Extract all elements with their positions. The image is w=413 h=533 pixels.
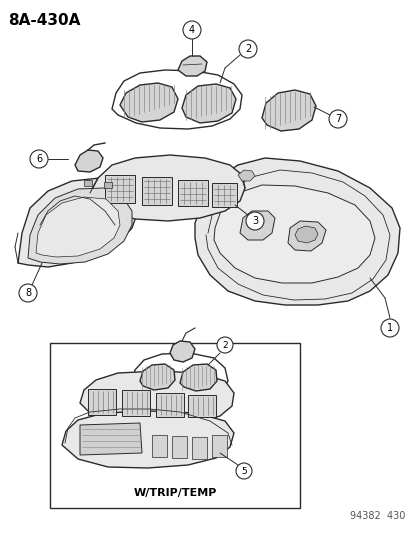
Polygon shape [88, 389, 116, 415]
Polygon shape [80, 423, 142, 455]
Text: 2: 2 [222, 341, 227, 350]
Circle shape [328, 110, 346, 128]
Text: 8A-430A: 8A-430A [8, 13, 80, 28]
Circle shape [235, 463, 252, 479]
Text: 7: 7 [334, 114, 340, 124]
Polygon shape [75, 150, 103, 172]
Polygon shape [214, 185, 374, 283]
Circle shape [19, 284, 37, 302]
Polygon shape [237, 170, 254, 181]
Bar [50, 343, 299, 508]
Text: 3: 3 [252, 216, 257, 226]
Polygon shape [104, 182, 112, 188]
Text: W/TRIP/TEMP: W/TRIP/TEMP [133, 488, 216, 498]
Polygon shape [142, 177, 171, 205]
Polygon shape [105, 175, 135, 203]
Circle shape [245, 212, 263, 230]
Polygon shape [211, 435, 226, 457]
Polygon shape [182, 84, 235, 123]
Polygon shape [152, 435, 166, 457]
Polygon shape [156, 393, 183, 417]
Polygon shape [195, 158, 399, 305]
Polygon shape [240, 211, 274, 240]
Polygon shape [180, 364, 216, 391]
Polygon shape [192, 437, 206, 459]
Polygon shape [122, 390, 150, 416]
Polygon shape [287, 221, 325, 251]
Text: 1: 1 [386, 323, 392, 333]
Polygon shape [261, 90, 315, 131]
Polygon shape [36, 197, 120, 257]
Text: 4: 4 [188, 25, 195, 35]
Circle shape [30, 150, 48, 168]
Polygon shape [178, 180, 207, 206]
Polygon shape [80, 371, 233, 426]
Circle shape [380, 319, 398, 337]
Polygon shape [294, 226, 317, 243]
Text: 94382  430: 94382 430 [349, 511, 404, 521]
Text: 8: 8 [25, 288, 31, 298]
Polygon shape [211, 183, 236, 207]
Polygon shape [171, 436, 187, 458]
Polygon shape [90, 155, 244, 221]
Polygon shape [188, 395, 216, 417]
Polygon shape [84, 180, 92, 186]
Text: 2: 2 [244, 44, 251, 54]
Polygon shape [28, 188, 132, 264]
Circle shape [238, 40, 256, 58]
Polygon shape [18, 178, 138, 267]
Polygon shape [170, 341, 195, 362]
Polygon shape [178, 56, 206, 76]
Circle shape [216, 337, 233, 353]
Polygon shape [62, 411, 233, 468]
Polygon shape [140, 364, 175, 390]
Circle shape [183, 21, 201, 39]
Polygon shape [120, 83, 178, 122]
Text: 5: 5 [240, 466, 246, 475]
Text: 6: 6 [36, 154, 42, 164]
